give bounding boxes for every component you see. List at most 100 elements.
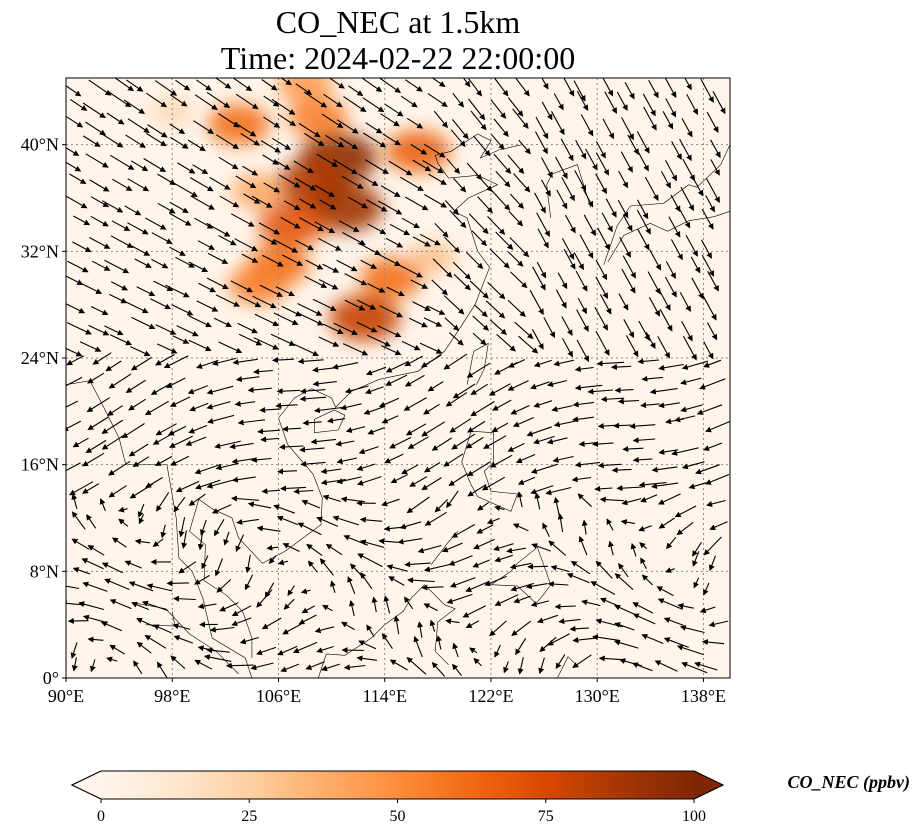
wind-vector [239, 636, 259, 645]
wind-vector [662, 111, 674, 130]
wind-vector [175, 79, 191, 91]
wind-vector [555, 289, 567, 309]
wind-vector [677, 603, 694, 610]
wind-vector [124, 301, 149, 314]
wind-vector [259, 234, 278, 245]
coastline-layer [66, 133, 730, 678]
wind-vector [364, 159, 389, 175]
wind-vector [513, 595, 531, 604]
wind-vector [681, 461, 705, 470]
wind-vector [386, 286, 405, 297]
wind-vector [428, 173, 447, 185]
wind-vector [452, 383, 476, 399]
wind-vector [362, 97, 385, 113]
wind-vector [451, 524, 475, 538]
wind-vector [154, 455, 173, 466]
wind-vector [703, 341, 714, 360]
wind-vector [509, 193, 524, 209]
wind-vector [280, 663, 300, 673]
wind-vector [553, 359, 574, 367]
wind-vector [403, 397, 427, 411]
wind-vector [333, 322, 358, 335]
wind-vector [169, 396, 191, 407]
wind-vector [530, 485, 554, 495]
wind-vector [507, 299, 526, 317]
wind-vector [256, 646, 277, 656]
wind-vector [583, 189, 594, 208]
wind-vector [144, 634, 167, 649]
wind-vector [336, 259, 358, 272]
wind-vector [710, 159, 720, 176]
wind-vector [705, 420, 730, 433]
wind-vector [90, 306, 109, 316]
wind-vector [72, 437, 89, 448]
wind-vector [613, 422, 632, 429]
wind-vector [136, 286, 156, 297]
wind-vector [301, 605, 315, 614]
wind-vector [109, 644, 125, 655]
wind-vector [360, 572, 373, 590]
wind-vector [85, 121, 107, 136]
wind-vector [273, 239, 299, 253]
wind-vector [170, 655, 186, 670]
wind-vector [231, 458, 255, 465]
wind-vector [218, 156, 239, 170]
wind-vector [316, 516, 339, 527]
wind-vector [533, 435, 555, 445]
wind-vector [118, 506, 128, 513]
wind-vector [526, 426, 552, 437]
wind-vector [79, 341, 102, 352]
wind-vector [71, 657, 78, 672]
wind-vector [70, 642, 78, 659]
wind-vector [410, 279, 429, 289]
wind-vector [708, 620, 729, 628]
wind-vector [407, 436, 429, 449]
wind-vector [89, 237, 111, 249]
colorbar-tick-label: 0 [97, 808, 105, 825]
wind-vector [585, 148, 598, 171]
wind-vector [360, 259, 378, 269]
wind-vector [551, 111, 565, 136]
wind-vector [494, 554, 513, 563]
wind-vector [234, 238, 258, 252]
wind-vector [247, 386, 272, 393]
wind-vector [241, 253, 259, 263]
wind-vector [618, 293, 629, 311]
wind-vector [125, 134, 146, 148]
wind-vector [708, 555, 717, 572]
y-tick-label: 32°N [21, 241, 59, 261]
wind-vector [131, 245, 151, 256]
wind-vector [82, 102, 106, 119]
wind-vector [573, 252, 584, 271]
wind-vector [563, 78, 575, 97]
chart-title-line-1: CO_NEC at 1.5km [275, 4, 521, 40]
wind-vector [421, 477, 442, 491]
wind-vector [648, 297, 660, 317]
wind-vector [494, 505, 505, 512]
wind-vector [379, 305, 403, 318]
wind-vector [278, 174, 301, 188]
wind-vector [477, 196, 493, 214]
co-hotspot [258, 202, 326, 247]
wind-vector [169, 201, 189, 213]
wind-vector [494, 78, 509, 97]
wind-vector [705, 195, 715, 213]
wind-vector [643, 106, 657, 131]
wind-vector [342, 232, 366, 246]
wind-vector [424, 194, 448, 208]
wind-vector [216, 578, 232, 593]
coastline [466, 342, 489, 385]
wind-vector [474, 304, 488, 318]
wind-vector [225, 662, 254, 669]
wind-vector [507, 380, 529, 391]
wind-vector [617, 199, 629, 219]
wind-vector [684, 78, 692, 91]
wind-vector [238, 333, 263, 346]
wind-vector [320, 468, 342, 475]
wind-vector [682, 158, 695, 182]
wind-vector [493, 118, 509, 137]
wind-vector [332, 515, 360, 526]
wind-vector [637, 152, 649, 172]
wind-vector [451, 433, 476, 450]
wind-vector [332, 362, 359, 370]
